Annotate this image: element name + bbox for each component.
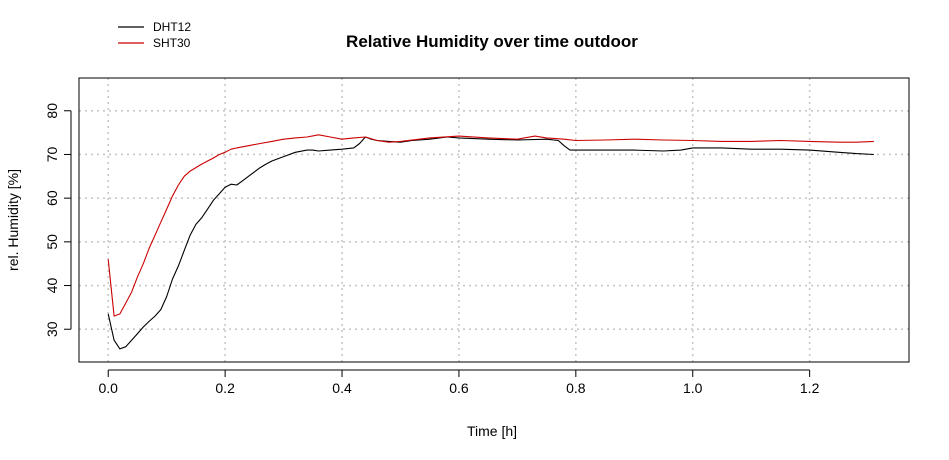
- series-lines: [107, 134, 874, 350]
- legend-label: SHT30: [153, 36, 191, 50]
- legend-label: DHT12: [153, 20, 191, 34]
- y-tick-label: 30: [44, 321, 60, 337]
- y-tick-label: 70: [44, 146, 60, 162]
- x-axis-title: Time [h]: [467, 423, 517, 439]
- x-tick-label: 0.2: [215, 380, 235, 396]
- y-tick-label: 50: [44, 234, 60, 250]
- x-tick-label: 1.2: [800, 380, 820, 396]
- x-tick-label: 0.6: [449, 380, 469, 396]
- plot-area-border: [78, 77, 910, 363]
- y-tick-label: 40: [44, 278, 60, 294]
- x-tick-label: 0.0: [98, 380, 118, 396]
- x-axis: 0.0 0.2 0.4 0.6 0.8 1.0 1.2: [98, 369, 820, 396]
- chart-title: Relative Humidity over time outdoor: [346, 32, 638, 51]
- x-tick-label: 0.4: [332, 380, 352, 396]
- grid: [79, 78, 909, 362]
- y-axis-title: rel. Humidity [%]: [5, 169, 21, 271]
- y-tick-label: 80: [44, 103, 60, 119]
- series-line-dht12: [107, 136, 874, 350]
- y-tick-label: 60: [44, 190, 60, 206]
- x-tick-label: 0.8: [566, 380, 586, 396]
- x-tick-label: 1.0: [683, 380, 703, 396]
- y-axis: 30 40 50 60 70 80: [44, 103, 72, 337]
- legend: DHT12 SHT30: [118, 20, 191, 50]
- series-line-sht30: [107, 134, 874, 317]
